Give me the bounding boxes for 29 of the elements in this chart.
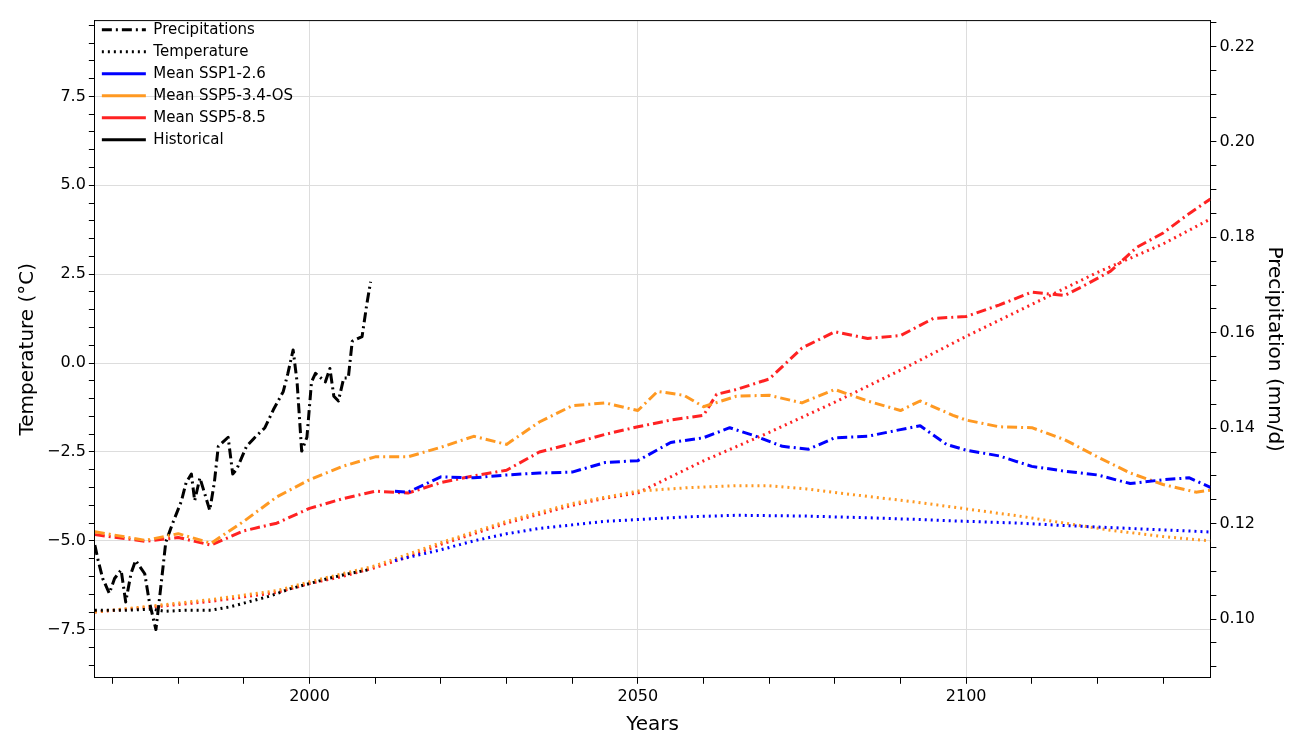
y-tick-label: −5.0 [46, 530, 86, 550]
legend-label: Historical [153, 129, 224, 148]
line-series [94, 388, 1211, 545]
y2-tick-label: 0.20 [1219, 130, 1255, 150]
y-tick-label: 5.0 [60, 174, 86, 194]
legend-label: Precipitations [153, 19, 256, 38]
legend-label: Mean SSP5-3.4-OS [153, 85, 294, 104]
x-tick-label: 2050 [617, 685, 659, 705]
x-tick-label: 2000 [289, 685, 330, 705]
y-tick-label: 0.0 [60, 352, 86, 372]
y2-tick-label: 0.14 [1219, 417, 1255, 437]
x-axis-title: Years [625, 711, 679, 736]
y2-tick-label: 0.16 [1219, 321, 1255, 341]
legend-label: Mean SSP1-2.6 [153, 63, 266, 82]
y-tick-label: −7.5 [46, 618, 86, 638]
line-series [393, 513, 1211, 562]
y2-tick-label: 0.18 [1219, 226, 1255, 246]
line-series [393, 424, 1211, 494]
y2-tick-label: 0.12 [1219, 512, 1255, 532]
y2-axis-title: Precipitation (mm/d) [1263, 246, 1288, 452]
y2-tick-label: 0.22 [1219, 35, 1255, 55]
legend-label: Temperature [152, 41, 249, 60]
legend-label: Mean SSP5-8.5 [153, 107, 266, 126]
x-tick-label: 2100 [945, 685, 987, 705]
y-tick-label: 2.5 [60, 263, 86, 283]
y-tick-label: 7.5 [60, 85, 86, 105]
y-tick-label: −2.5 [46, 441, 86, 461]
y2-tick-label: 0.10 [1219, 608, 1255, 628]
y-axis-title: Temperature (°C) [14, 262, 39, 437]
